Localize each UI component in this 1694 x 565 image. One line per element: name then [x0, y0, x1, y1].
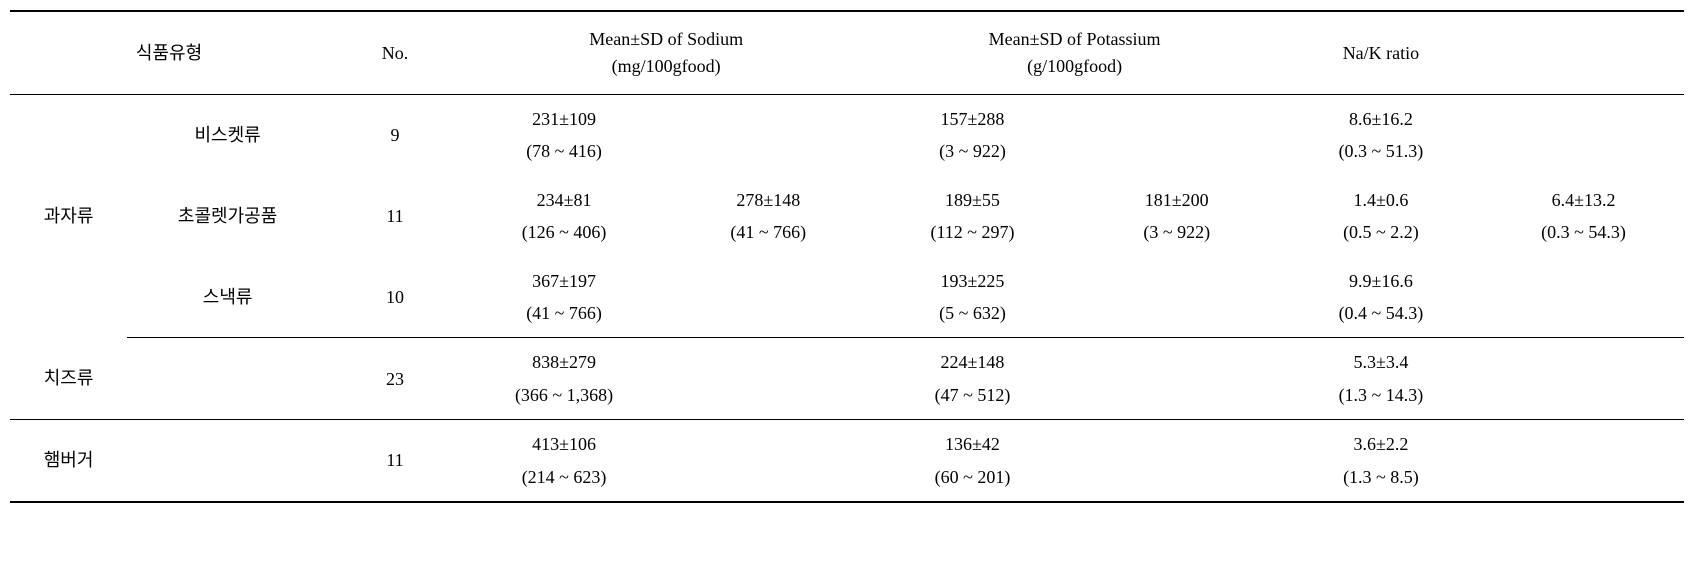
cell-no: 11 [328, 420, 462, 502]
nutrition-data-table: 식품유형 No. Mean±SD of Sodium (mg/100gfood)… [10, 10, 1684, 503]
cell-subcategory: 초콜렛가공품 [127, 176, 328, 257]
cell-ratio2 [1483, 338, 1684, 420]
cell-sodium2 [666, 95, 870, 176]
cell-potassium2 [1075, 420, 1279, 502]
cell-subcategory: 스낵류 [127, 257, 328, 338]
cell-no: 9 [328, 95, 462, 176]
cell-sodium2 [666, 257, 870, 338]
cell-potassium1: 157±288(3 ~ 922) [870, 95, 1074, 176]
header-category: 식품유형 [10, 11, 328, 95]
cell-category: 과자류 [10, 95, 127, 338]
cell-subcategory [127, 420, 328, 502]
cell-ratio2 [1483, 95, 1684, 176]
cell-potassium1: 189±55(112 ~ 297) [870, 176, 1074, 257]
header-no: No. [328, 11, 462, 95]
cell-potassium1: 193±225(5 ~ 632) [870, 257, 1074, 338]
table-header-row: 식품유형 No. Mean±SD of Sodium (mg/100gfood)… [10, 11, 1684, 95]
cell-sodium1: 234±81(126 ~ 406) [462, 176, 666, 257]
cell-no: 10 [328, 257, 462, 338]
cell-ratio1: 9.9±16.6(0.4 ~ 54.3) [1279, 257, 1483, 338]
cell-potassium2 [1075, 95, 1279, 176]
cell-sodium2: 278±148(41 ~ 766) [666, 176, 870, 257]
cell-category: 치즈류 [10, 338, 127, 420]
cell-sodium2 [666, 338, 870, 420]
cell-sodium2 [666, 420, 870, 502]
cell-potassium2: 181±200(3 ~ 922) [1075, 176, 1279, 257]
cell-sodium1: 413±106(214 ~ 623) [462, 420, 666, 502]
cell-potassium2 [1075, 338, 1279, 420]
table-row: 치즈류 23 838±279(366 ~ 1,368) 224±148(47 ~… [10, 338, 1684, 420]
cell-category: 햄버거 [10, 420, 127, 502]
header-potassium: Mean±SD of Potassium (g/100gfood) [870, 11, 1278, 95]
cell-potassium2 [1075, 257, 1279, 338]
cell-ratio1: 8.6±16.2(0.3 ~ 51.3) [1279, 95, 1483, 176]
header-sodium: Mean±SD of Sodium (mg/100gfood) [462, 11, 870, 95]
table-row: 초콜렛가공품 11 234±81(126 ~ 406) 278±148(41 ~… [10, 176, 1684, 257]
table-row: 과자류 비스켓류 9 231±109(78 ~ 416) 157±288(3 ~… [10, 95, 1684, 176]
cell-subcategory [127, 338, 328, 420]
cell-ratio2 [1483, 257, 1684, 338]
header-ratio: Na/K ratio [1279, 11, 1483, 95]
cell-sodium1: 838±279(366 ~ 1,368) [462, 338, 666, 420]
cell-ratio2: 6.4±13.2(0.3 ~ 54.3) [1483, 176, 1684, 257]
table-row: 햄버거 11 413±106(214 ~ 623) 136±42(60 ~ 20… [10, 420, 1684, 502]
cell-potassium1: 136±42(60 ~ 201) [870, 420, 1074, 502]
table-row: 스낵류 10 367±197(41 ~ 766) 193±225(5 ~ 632… [10, 257, 1684, 338]
cell-subcategory: 비스켓류 [127, 95, 328, 176]
cell-no: 23 [328, 338, 462, 420]
cell-ratio2 [1483, 420, 1684, 502]
cell-no: 11 [328, 176, 462, 257]
header-ratio-extra [1483, 11, 1684, 95]
cell-ratio1: 3.6±2.2(1.3 ~ 8.5) [1279, 420, 1483, 502]
cell-sodium1: 231±109(78 ~ 416) [462, 95, 666, 176]
cell-potassium1: 224±148(47 ~ 512) [870, 338, 1074, 420]
cell-sodium1: 367±197(41 ~ 766) [462, 257, 666, 338]
cell-ratio1: 5.3±3.4(1.3 ~ 14.3) [1279, 338, 1483, 420]
cell-ratio1: 1.4±0.6(0.5 ~ 2.2) [1279, 176, 1483, 257]
